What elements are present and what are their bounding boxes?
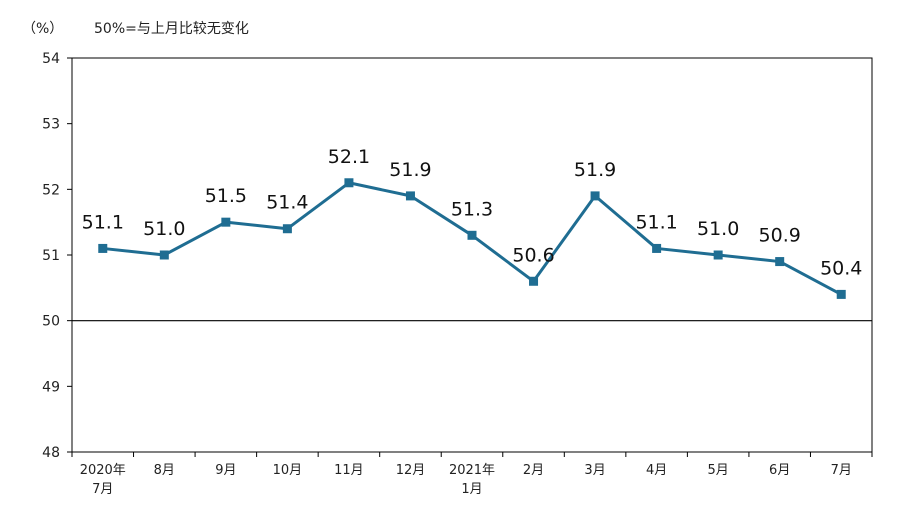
x-tick-label: 7月 [831, 463, 852, 478]
x-tick-label: 2月 [523, 463, 544, 478]
plot-frame [71, 57, 873, 453]
y-tick-label: 48 [42, 445, 60, 461]
data-point [159, 250, 169, 260]
data-label: 51.9 [389, 159, 431, 181]
data-label: 51.0 [697, 218, 739, 240]
data-label: 51.1 [635, 211, 677, 233]
data-point [282, 224, 292, 234]
x-tick-label: 3月 [584, 463, 605, 478]
y-tick-label: 50 [42, 314, 60, 330]
x-tick-label: 9月 [215, 463, 236, 478]
data-label: 51.9 [574, 159, 616, 181]
y-tick-label: 54 [42, 51, 60, 67]
x-tick-label: 4月 [646, 463, 667, 478]
data-label: 50.9 [759, 225, 801, 247]
x-tick-label: 1月 [461, 482, 482, 497]
data-label: 51.0 [143, 218, 185, 240]
data-label: 50.4 [820, 257, 862, 279]
y-tick-label: 53 [42, 117, 60, 133]
data-label: 51.4 [266, 192, 308, 214]
y-unit-label: （%） [22, 21, 64, 37]
y-tick-label: 52 [42, 182, 60, 198]
data-point [713, 250, 723, 260]
data-point [652, 243, 662, 253]
x-tick-label: 11月 [334, 463, 364, 478]
data-label: 51.5 [205, 185, 247, 207]
y-tick-label: 49 [42, 379, 60, 395]
x-tick-label: 10月 [273, 463, 303, 478]
x-tick-label: 5月 [708, 463, 729, 478]
data-point [344, 178, 354, 188]
data-point [405, 191, 415, 201]
x-tick-label: 12月 [396, 463, 426, 478]
x-tick-label: 2021年 [449, 463, 495, 478]
y-tick-label: 51 [42, 248, 60, 264]
x-tick-label: 2020年 [80, 463, 126, 478]
data-label: 51.3 [451, 198, 493, 220]
x-tick-label: 8月 [154, 463, 175, 478]
data-point [590, 191, 600, 201]
data-point [467, 230, 477, 240]
x-tick-label: 6月 [769, 463, 790, 478]
data-point [221, 217, 231, 227]
chart-note: 50%=与上月比较无变化 [94, 21, 249, 37]
data-label: 50.6 [512, 244, 554, 266]
data-point [529, 276, 539, 286]
data-point [836, 289, 846, 299]
data-label: 52.1 [328, 146, 370, 168]
data-label: 51.1 [82, 211, 124, 233]
data-point [98, 243, 108, 253]
data-point [775, 257, 785, 267]
x-tick-label: 7月 [92, 482, 113, 497]
